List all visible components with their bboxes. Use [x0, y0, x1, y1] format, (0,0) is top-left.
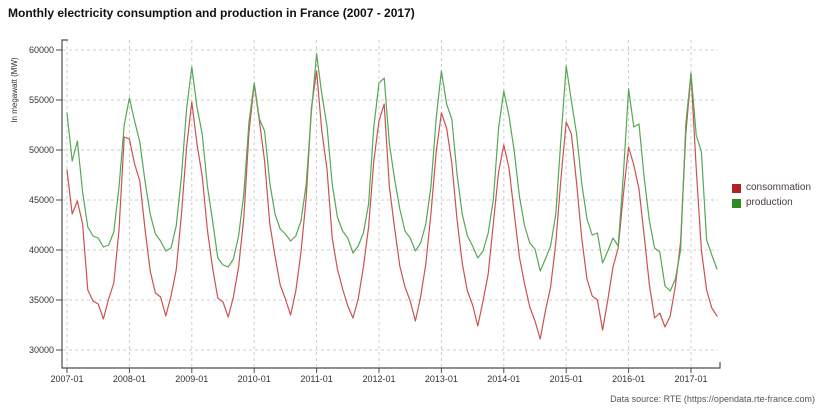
x-tick-label: 2010-01: [238, 374, 271, 384]
x-tick-label: 2013-01: [425, 374, 458, 384]
chart-title: Monthly electricity consumption and prod…: [8, 6, 415, 20]
legend-label-production: production: [746, 197, 793, 208]
series-line-consommation: [66, 70, 718, 340]
x-tick-label: 2012-01: [362, 374, 395, 384]
x-tick-label: 2017-01: [674, 374, 707, 384]
y-tick-label: 30000: [29, 345, 54, 355]
series-line-production: [66, 53, 718, 292]
x-tick-label: 2015-01: [550, 374, 583, 384]
y-axis-title: In megawatt (MW): [10, 57, 19, 123]
y-tick-label: 35000: [29, 295, 54, 305]
production-swatch-icon: [732, 198, 741, 208]
legend: consommation production: [732, 182, 811, 212]
legend-label-consommation: consommation: [746, 182, 812, 193]
data-source-note: Data source: RTE (https://opendata.rte-f…: [610, 394, 815, 404]
y-tick-label: 55000: [29, 95, 54, 105]
legend-item-production: production: [732, 197, 811, 209]
legend-item-consommation: consommation: [732, 182, 811, 194]
consommation-swatch-icon: [732, 183, 741, 193]
y-tick-label: 45000: [29, 195, 54, 205]
x-tick-label: 2011-01: [300, 374, 332, 384]
axis-frame: [61, 39, 721, 369]
x-tick-label: 2007-01: [50, 374, 83, 384]
x-tick-label: 2008-01: [113, 374, 146, 384]
y-tick-label: 50000: [29, 145, 54, 155]
x-tick-label: 2016-01: [612, 374, 645, 384]
y-tick-label: 40000: [29, 245, 54, 255]
x-tick-label: 2014-01: [487, 374, 520, 384]
x-tick-label: 2009-01: [175, 374, 208, 384]
y-tick-label: 60000: [29, 45, 54, 55]
